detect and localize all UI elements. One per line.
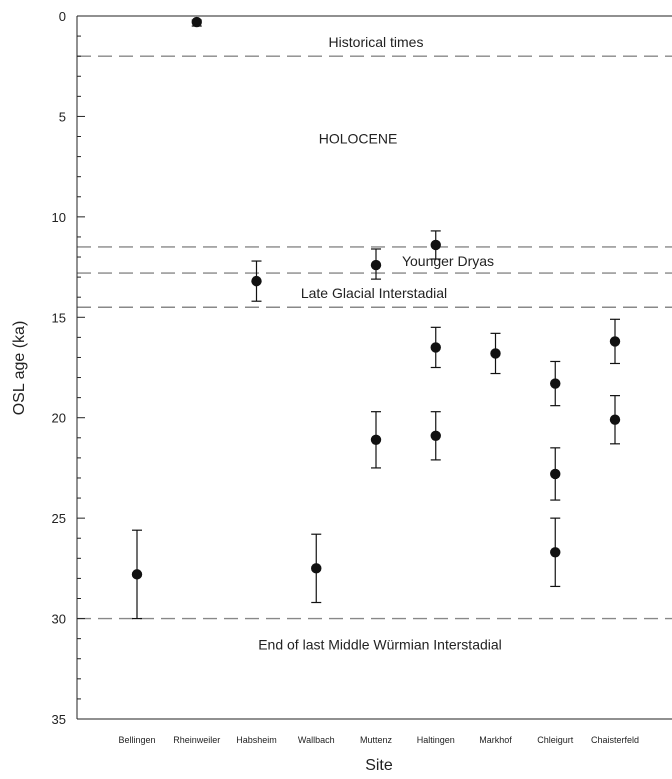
y-tick-label: 20 <box>52 411 66 426</box>
y-tick-label: 5 <box>59 109 66 124</box>
annotation-label: Historical times <box>329 34 424 50</box>
data-point <box>370 259 382 271</box>
annotation-label: Younger Dryas <box>402 253 494 269</box>
x-tick-label: Muttenz <box>360 735 393 745</box>
data-point <box>550 547 561 558</box>
data-point <box>550 378 561 389</box>
y-tick-label: 15 <box>52 310 66 325</box>
data-point <box>131 569 143 580</box>
x-tick-label: Chleigurt <box>537 735 574 745</box>
x-tick-label: Rheinweiler <box>173 735 220 745</box>
y-tick-label: 10 <box>52 210 66 225</box>
data-point <box>430 239 441 251</box>
data-point <box>430 342 441 353</box>
data-point <box>550 468 561 480</box>
data-point <box>430 430 441 441</box>
annotations: Historical times HOLOCENE Younger Dryas Lat… <box>258 34 502 653</box>
annotation-label: HOLOCENE <box>319 131 398 147</box>
annotation-label: End of last Middle Würmian Interstadial <box>258 637 502 653</box>
data-point <box>609 414 621 425</box>
y-tick-label: 25 <box>52 511 66 526</box>
x-axis-title: Site <box>365 757 393 774</box>
data-point <box>191 16 202 28</box>
x-tick-label: Wallbach <box>298 735 335 745</box>
x-tick-label: Bellingen <box>118 735 155 745</box>
x-tick-label: Chaisterfeld <box>591 735 639 745</box>
y-tick-label: 30 <box>52 612 66 627</box>
data-point <box>490 348 501 359</box>
y-tick-label: 0 <box>59 9 66 24</box>
x-tick-label: Haltingen <box>417 735 455 745</box>
data-point <box>251 275 262 287</box>
y-axis-title: OSL age (ka) <box>11 321 28 416</box>
x-tick-label: Habsheim <box>236 735 277 745</box>
y-tick-label: 35 <box>52 712 66 727</box>
data-point <box>370 434 382 446</box>
data-points <box>131 16 621 620</box>
data-point <box>311 563 322 574</box>
reference-lines <box>77 55 672 620</box>
data-point <box>609 336 621 347</box>
axes: 0 5 10 15 20 25 30 35 Bellingen Rheinweiler Habshe… <box>52 9 672 745</box>
annotation-label: Late Glacial Interstadial <box>301 285 447 301</box>
x-tick-label: Markhof <box>479 735 512 745</box>
